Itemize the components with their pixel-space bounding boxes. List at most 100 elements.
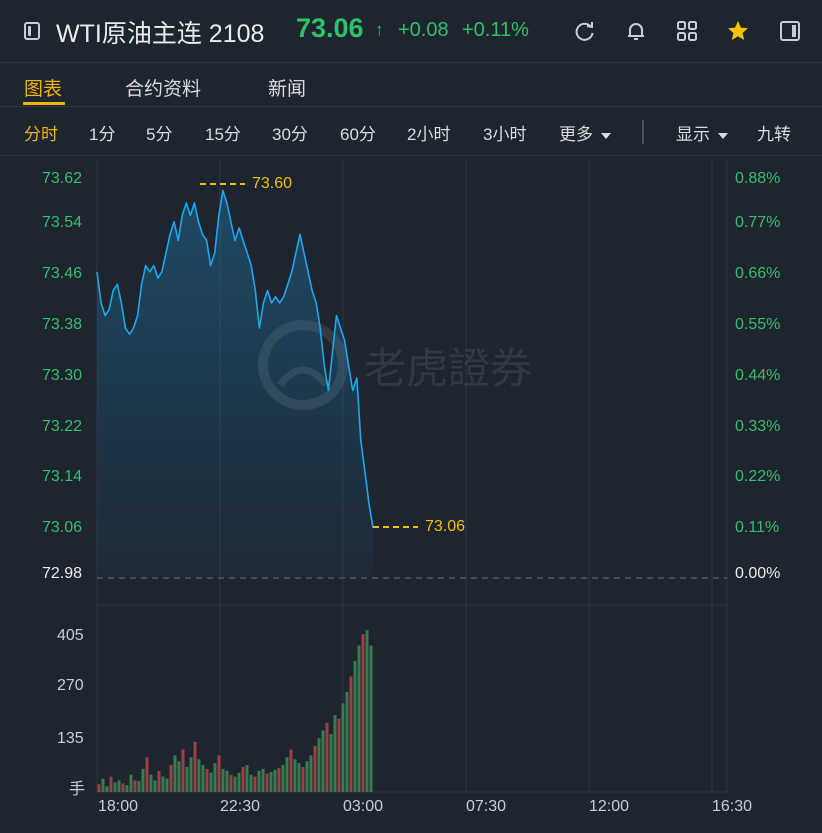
- price-tick-base: 72.98: [42, 565, 83, 582]
- volume-bar: [181, 749, 185, 792]
- volume-bar: [297, 763, 301, 792]
- price-tick: 73.38: [42, 316, 83, 333]
- time-tick: 16:30: [712, 798, 753, 815]
- volume-tick: 270: [57, 677, 84, 694]
- volume-bar: [193, 741, 197, 792]
- volume-bar: [289, 749, 293, 792]
- sidebar-toggle-icon[interactable]: [24, 22, 40, 40]
- time-tick: 03:00: [343, 798, 384, 815]
- volume-bar: [145, 757, 149, 792]
- volume-bar: [225, 770, 229, 792]
- volume-bar: [117, 780, 121, 792]
- volume-bar: [233, 776, 237, 792]
- volume-unit: 手: [69, 781, 86, 798]
- price-change: +0.08: [398, 19, 449, 41]
- volume-bar: [349, 676, 353, 792]
- volume-bar: [301, 767, 305, 792]
- header-divider: [0, 62, 822, 63]
- price-line: [96, 189, 374, 529]
- price-tick: 73.54: [42, 214, 83, 231]
- price-tick: 73.62: [42, 170, 83, 187]
- volume-bar: [249, 774, 253, 792]
- time-tick: 12:00: [589, 798, 630, 815]
- volume-bar: [353, 661, 357, 792]
- volume-bar: [185, 767, 189, 792]
- volume-bar: [273, 769, 277, 792]
- volume-bar: [141, 768, 145, 792]
- volume-bar: [177, 761, 181, 792]
- period-1m[interactable]: 1分: [89, 125, 116, 144]
- period-3h[interactable]: 3小时: [483, 125, 527, 144]
- volume-bar: [133, 780, 137, 792]
- volume-bar: [317, 738, 321, 792]
- volume-bar: [357, 645, 361, 792]
- volume-bar: [105, 786, 109, 792]
- volume-bar: [149, 774, 153, 792]
- volume-bars: [97, 630, 373, 792]
- volume-bar: [165, 778, 169, 792]
- volume-bar: [253, 776, 257, 792]
- tab-contract-info[interactable]: 合约资料: [125, 79, 202, 100]
- volume-bar: [205, 768, 209, 792]
- volume-bar: [285, 757, 289, 792]
- time-tick: 07:30: [466, 798, 507, 815]
- volume-tick: 405: [57, 627, 84, 644]
- tabs-divider: [0, 106, 822, 107]
- pct-tick: 0.66%: [735, 265, 781, 282]
- volume-bar: [261, 768, 265, 792]
- period-2h[interactable]: 2小时: [407, 125, 451, 144]
- volume-bar: [121, 783, 125, 792]
- bell-icon[interactable]: [625, 20, 647, 42]
- refresh-icon[interactable]: [574, 20, 596, 42]
- volume-bar: [245, 765, 249, 792]
- period-60m[interactable]: 60分: [340, 125, 376, 144]
- display-dropdown[interactable]: 显示: [676, 120, 728, 145]
- pct-tick: 0.77%: [735, 214, 781, 231]
- volume-bar: [197, 759, 201, 792]
- chevron-down-icon: [718, 132, 728, 139]
- period-divider: [642, 120, 644, 144]
- volume-bar: [129, 774, 133, 792]
- volume-bar: [321, 730, 325, 792]
- volume-bar: [213, 763, 217, 792]
- volume-bar: [313, 745, 317, 792]
- volume-bar: [97, 784, 101, 792]
- display-label: 显示: [676, 125, 710, 144]
- star-icon[interactable]: [727, 20, 749, 42]
- volume-bar: [337, 718, 341, 792]
- pct-tick-base: 0.00%: [735, 565, 781, 582]
- tab-chart[interactable]: 图表: [24, 79, 63, 100]
- volume-bar: [265, 773, 269, 792]
- volume-bar: [257, 770, 261, 792]
- volume-bar: [333, 715, 337, 792]
- up-arrow-icon: ↑: [375, 20, 384, 39]
- volume-bar: [305, 761, 309, 792]
- panel-toggle-icon[interactable]: [779, 20, 801, 42]
- price-tick: 73.30: [42, 367, 83, 384]
- volume-bar: [309, 755, 313, 792]
- more-periods-dropdown[interactable]: 更多: [559, 120, 611, 145]
- instrument-title: WTI原油主连 2108: [56, 20, 265, 48]
- price-tick: 73.46: [42, 265, 83, 282]
- high-price-label: 73.60: [252, 175, 293, 192]
- volume-bar: [293, 759, 297, 792]
- period-30m[interactable]: 30分: [272, 125, 308, 144]
- volume-bar: [221, 768, 225, 792]
- volume-bar: [125, 785, 129, 792]
- price-tick: 73.06: [42, 519, 83, 536]
- active-tab-indicator: [23, 102, 65, 105]
- grid-icon[interactable]: [676, 20, 698, 42]
- pct-tick: 0.22%: [735, 468, 781, 485]
- pct-tick: 0.55%: [735, 316, 781, 333]
- period-5m[interactable]: 5分: [146, 125, 173, 144]
- tab-news[interactable]: 新闻: [268, 79, 307, 100]
- volume-bar: [341, 703, 345, 792]
- period-15m[interactable]: 15分: [205, 125, 241, 144]
- nine-turn-indicator[interactable]: 九转: [757, 125, 791, 144]
- period-intraday[interactable]: 分时: [24, 125, 58, 144]
- last-price-label: 73.06: [425, 518, 466, 535]
- pct-tick: 0.88%: [735, 170, 781, 187]
- volume-bar: [209, 772, 213, 792]
- price-area-fill: [97, 190, 373, 578]
